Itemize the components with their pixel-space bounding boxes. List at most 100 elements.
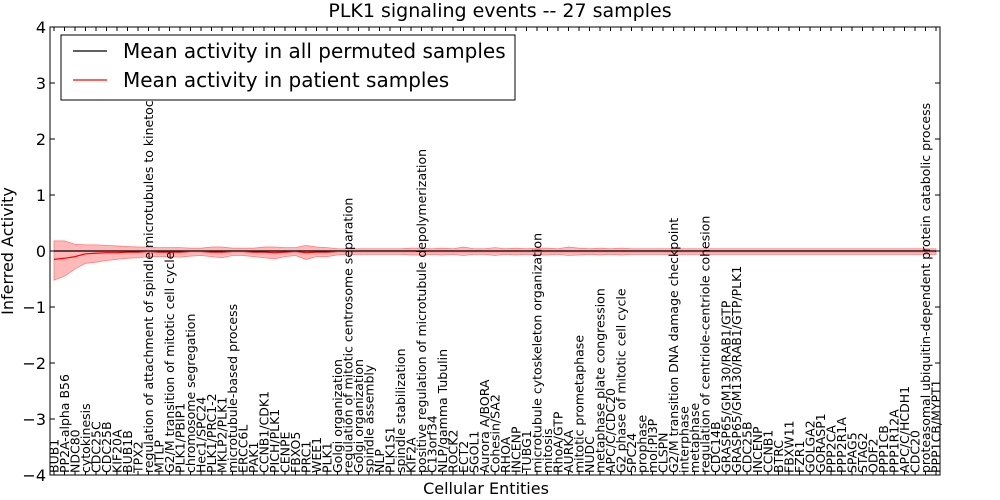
category-label: NDC80 (68, 429, 83, 473)
category-label: ODF2 (866, 438, 881, 473)
category-label: GOLGA2 (803, 420, 818, 473)
category-label: BUB1B (120, 430, 135, 473)
y-tick-label: 3 (36, 74, 46, 93)
category-label: metaphase plate congression (593, 288, 608, 473)
category-label: prophase (635, 415, 650, 473)
legend-label-patient: Mean activity in patient samples (123, 68, 449, 92)
category-label: INCENP (750, 426, 765, 473)
chart-title: PLK1 signaling events -- 27 samples (328, 0, 671, 22)
category-label: MTLP (152, 440, 167, 473)
category-label: cytokinesis (78, 403, 93, 473)
category-label: SPC24 (624, 433, 639, 473)
category-label: NLP/gamma Tubulin (435, 349, 450, 473)
category-label: CDC25B (740, 421, 755, 473)
line-layer (53, 250, 936, 260)
legend: Mean activity in all permuted samples Me… (60, 34, 516, 101)
category-label: FBXO5 (288, 432, 303, 473)
category-label: chromosome segregation (183, 314, 198, 473)
category-label: CENPE (278, 431, 293, 473)
y-tick-label: −4 (22, 466, 46, 485)
category-label: SGOL1 (467, 431, 482, 473)
category-label: C13orf34 (425, 415, 440, 473)
category-label: SPAG5 (845, 432, 860, 473)
band-layer (53, 240, 937, 281)
category-label: G2/M transition DNA damage checkpoint (666, 218, 681, 473)
category-label: mitotic prometaphase (572, 335, 587, 473)
category-label: interphase (677, 406, 692, 473)
y-tick-label: −1 (22, 298, 46, 317)
category-label: ERCC6L (236, 425, 251, 473)
category-label: GRASP65/GM130/RAB1/GTP/PLK1 (729, 266, 744, 473)
category-label: CDC20 (908, 430, 923, 473)
category-label: RHOA (498, 436, 513, 473)
category-label: FZR1 (792, 441, 807, 473)
category-label: Golgi organization (351, 359, 366, 473)
category-label: spindle stabilization (393, 348, 408, 473)
x-axis-title: Cellular Entities (423, 479, 549, 498)
category-label: metaphase (687, 403, 702, 473)
category-label: ROCK2 (446, 430, 461, 473)
patient-band (53, 240, 937, 281)
legend-box (60, 34, 516, 101)
y-tick-label: 1 (36, 186, 46, 205)
category-label: PICH/PLK1 (267, 409, 282, 473)
y-tick-label: 4 (36, 18, 46, 37)
category-label: CLSPN (656, 432, 671, 473)
category-label: PPP2R1A (834, 417, 849, 473)
y-tick-label: 0 (36, 242, 46, 261)
category-label: regulation of centriole-centriole cohesi… (698, 216, 713, 473)
category-label: G2 phase of mitotic cell cycle (614, 288, 629, 473)
category-label: positive regulation of microtubule depol… (414, 149, 429, 473)
x-axis-ticks (53, 27, 937, 475)
category-label: TUBG1 (519, 430, 534, 474)
category-label: mitosis (540, 428, 555, 473)
category-label: regulation of attachment of spindle micr… (141, 72, 156, 473)
y-tick-label: −3 (22, 410, 46, 429)
category-label: MKLP2/PLK1 (215, 397, 230, 473)
category-label: PLK1/PBIP1 (173, 403, 188, 473)
category-label: RhoA/GTP (551, 411, 566, 473)
category-label: NUDC (582, 436, 597, 473)
category-label: PLK1/PRC1-2 (204, 393, 219, 473)
category-label: KIF20A (110, 429, 125, 473)
series-line-patient (53, 250, 936, 260)
category-label: CDC25B (99, 421, 114, 473)
category-label: PAK1 (246, 442, 261, 473)
category-label: Cohesin/SA2 (488, 394, 503, 473)
category-label: Golgi organization (330, 359, 345, 473)
category-label: regulation of mitotic centrosome separat… (341, 198, 356, 473)
category-label: CDC14B (708, 421, 723, 473)
y-tick-label: −2 (22, 354, 46, 373)
category-label: APC/C/HCDH1 (897, 386, 912, 473)
category-label: GORASP1 (813, 413, 828, 473)
category-label: CCNB1/CDK1 (257, 391, 272, 473)
y-tick-label: 2 (36, 130, 46, 149)
category-label: KIF2A (404, 437, 419, 473)
category-label: AURKA (561, 430, 576, 473)
category-label: Hec1/SPC24 (194, 397, 209, 473)
category-label: spindle assembly (362, 364, 377, 473)
category-label: TPX2 (131, 441, 146, 474)
category-label: APC/C/CDC20 (603, 388, 618, 473)
category-label: NLP (372, 449, 387, 473)
category-label: STAG2 (855, 432, 870, 473)
category-label: PPP2CA (824, 425, 839, 473)
category-label: WEE1 (309, 437, 324, 473)
legend-label-permuted: Mean activity in all permuted samples (123, 39, 506, 63)
category-label: Aurora A/BORA (477, 379, 492, 473)
category-label: PPP1R12A (887, 409, 902, 473)
category-label: mol:PI3P (645, 418, 660, 473)
category-label: INCENP (509, 426, 524, 473)
category-label: PRC1 (299, 441, 314, 473)
category-label: PPP1CB/MYPT1 (929, 379, 944, 473)
category-label: ECT2 (456, 441, 471, 473)
y-axis: −4 −3 −2 −1 0 1 2 3 4 (22, 18, 940, 485)
category-label: PLK1 (320, 442, 335, 473)
category-label: BTRC (771, 440, 786, 473)
category-label: microtubule-based process (225, 304, 240, 473)
category-label: CCNB1 (761, 430, 776, 473)
category-label: GRASP65/GM130/RAB1/GTP (719, 300, 734, 473)
category-label: proteasomal ubiquitin-dependent protein … (918, 103, 933, 473)
